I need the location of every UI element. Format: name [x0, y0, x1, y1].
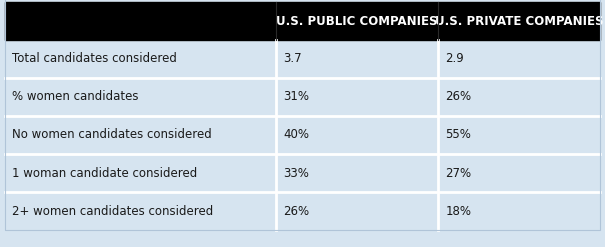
Text: 27%: 27%	[445, 166, 471, 180]
Text: 18%: 18%	[445, 205, 471, 218]
Bar	[5, 116, 600, 154]
Bar	[5, 2, 600, 40]
Text: No women candidates considered: No women candidates considered	[12, 128, 212, 142]
Text: 33%: 33%	[283, 166, 309, 180]
Text: % women candidates: % women candidates	[12, 90, 139, 103]
Text: U.S. PUBLIC COMPANIES: U.S. PUBLIC COMPANIES	[276, 15, 437, 28]
Bar	[5, 78, 600, 116]
Text: 26%: 26%	[283, 205, 309, 218]
Text: 40%: 40%	[283, 128, 309, 142]
Text: 2+ women candidates considered: 2+ women candidates considered	[12, 205, 214, 218]
Text: 31%: 31%	[283, 90, 309, 103]
Text: 2.9: 2.9	[445, 53, 464, 65]
Bar	[5, 192, 600, 230]
Bar	[5, 40, 600, 78]
Text: 1 woman candidate considered: 1 woman candidate considered	[12, 166, 197, 180]
Text: 55%: 55%	[445, 128, 471, 142]
Bar	[5, 154, 600, 192]
Text: U.S. PRIVATE COMPANIES: U.S. PRIVATE COMPANIES	[435, 15, 603, 28]
Text: 26%: 26%	[445, 90, 471, 103]
Text: 3.7: 3.7	[283, 53, 302, 65]
Text: Total candidates considered: Total candidates considered	[12, 53, 177, 65]
